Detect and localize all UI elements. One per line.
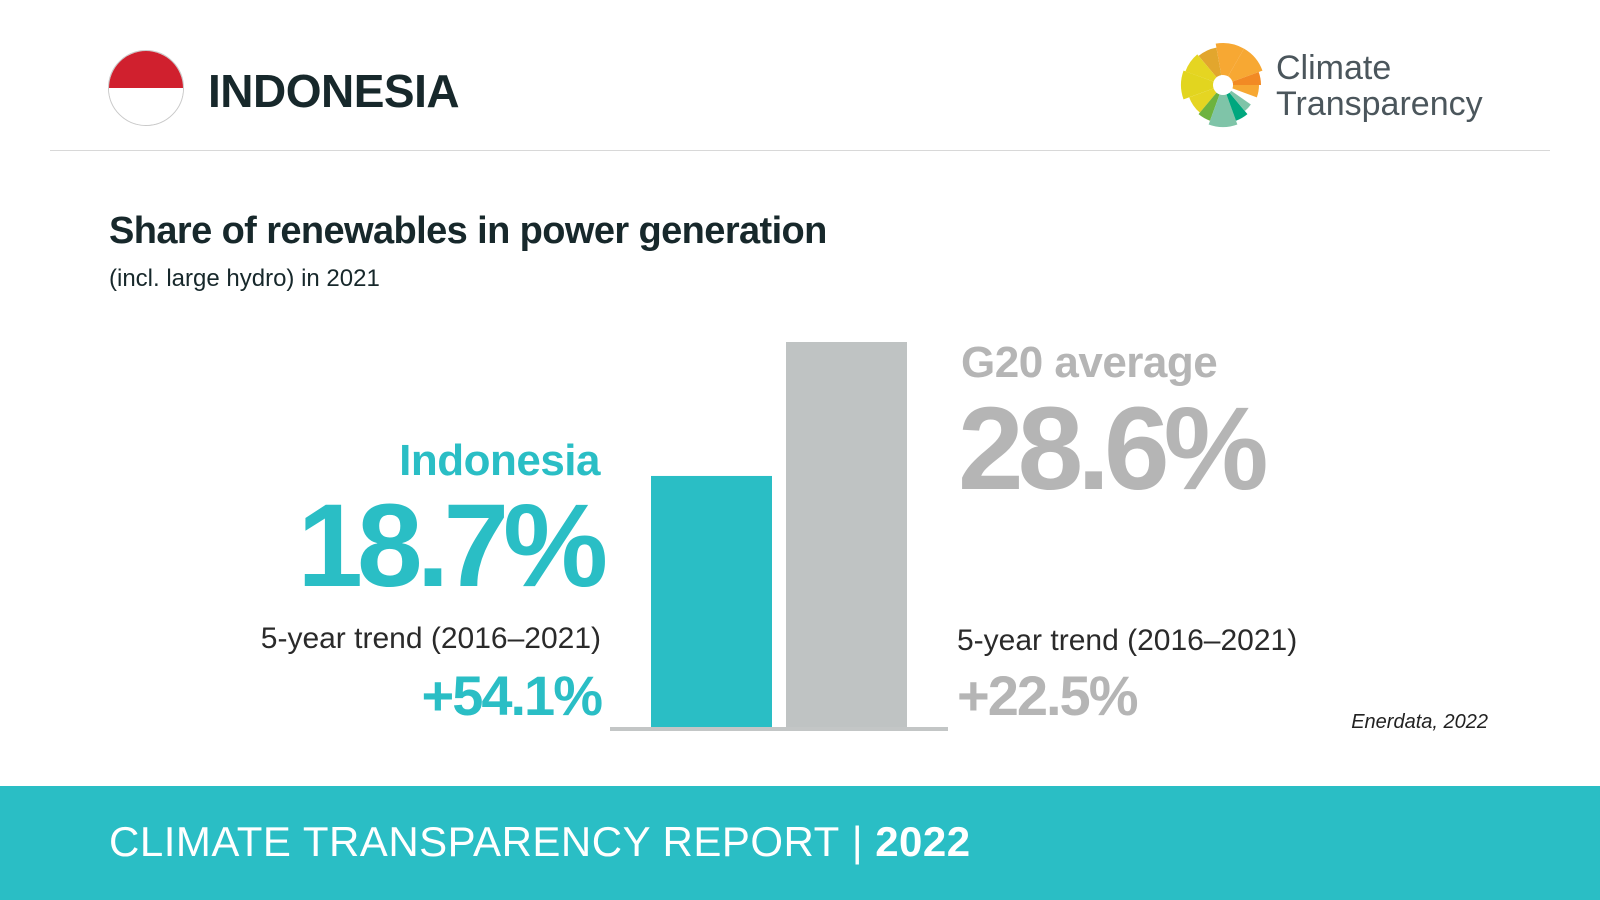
logo-wedge xyxy=(1228,48,1263,82)
footer-band xyxy=(0,786,1600,900)
bar-g20-average xyxy=(786,342,907,729)
logo-wedge xyxy=(1232,72,1261,85)
country-name: INDONESIA xyxy=(208,65,460,117)
bar-indonesia xyxy=(651,475,772,729)
indonesia-trend-label: 5-year trend (2016–2021) xyxy=(260,622,601,655)
logo-wedge xyxy=(1215,43,1244,77)
logo-line-2: Transparency xyxy=(1276,85,1483,123)
indonesia-label: Indonesia xyxy=(399,436,600,485)
header-divider xyxy=(50,150,1550,151)
logo-line-1: Climate xyxy=(1276,49,1392,87)
logo-wedge xyxy=(1181,70,1214,100)
logo-wedge xyxy=(1198,47,1222,78)
logo-wedge xyxy=(1232,85,1259,98)
logo-wedge xyxy=(1208,94,1238,127)
footer-year: 2022 xyxy=(875,818,971,865)
g20-label: G20 average xyxy=(961,338,1218,387)
chart-title: Share of renewables in power generation xyxy=(109,210,827,252)
indonesia-trend-value: +54.1% xyxy=(421,664,603,727)
logo-wedge xyxy=(1185,54,1217,82)
chart-subtitle: (incl. large hydro) in 2021 xyxy=(109,265,380,292)
g20-trend-value: +22.5% xyxy=(957,664,1138,727)
footer-separator: | xyxy=(851,818,864,865)
logo-text: Climate Transparency xyxy=(1276,50,1483,122)
indonesia-value: 18.7% xyxy=(297,480,608,612)
footer-report-name: CLIMATE TRANSPARENCY REPORT xyxy=(109,818,840,865)
logo-wedge xyxy=(1229,90,1251,112)
logo-wedge xyxy=(1198,92,1220,121)
source-note: Enerdata, 2022 xyxy=(1351,711,1488,733)
logo-wedge xyxy=(1226,92,1248,121)
logo-wedge xyxy=(1189,88,1217,113)
g20-value: 28.6% xyxy=(958,383,1269,515)
baseline-axis xyxy=(610,727,948,731)
climate-transparency-logo-icon xyxy=(1181,43,1263,127)
g20-trend-label: 5-year trend (2016–2021) xyxy=(957,624,1298,657)
footer-title: CLIMATE TRANSPARENCY REPORT | 2022 xyxy=(109,818,971,866)
